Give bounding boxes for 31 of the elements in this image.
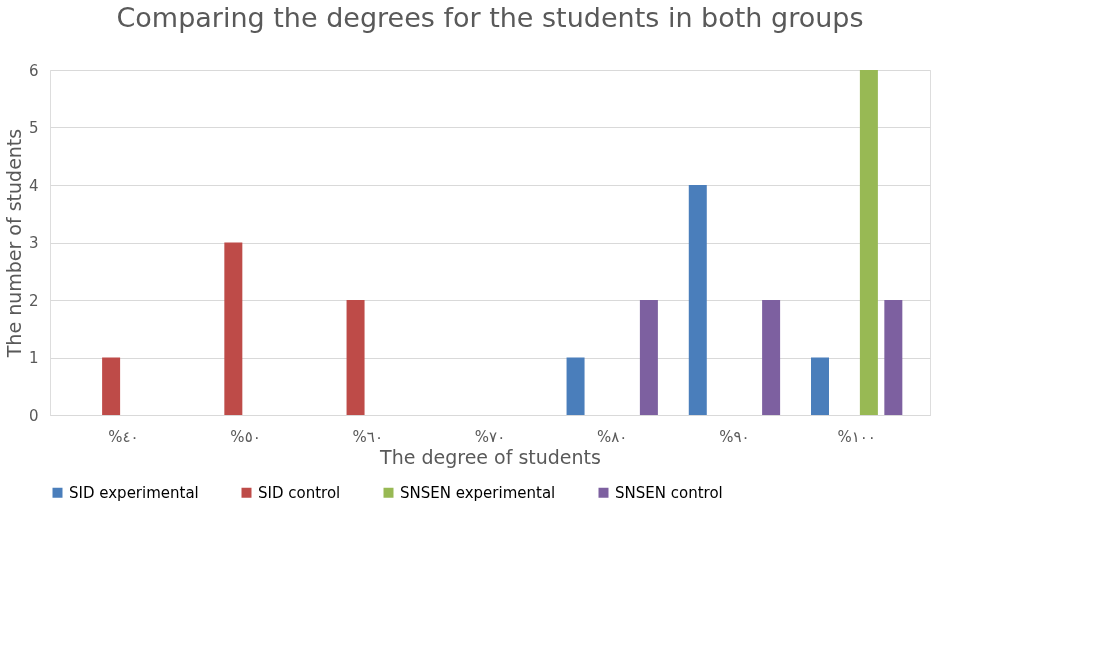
bar (884, 300, 903, 415)
bar (346, 300, 365, 415)
legend-label: SNSEN control (615, 483, 723, 502)
legend-label: SID control (258, 483, 341, 502)
legend-label: SID experimental (69, 483, 199, 502)
bar (811, 357, 829, 415)
bar (639, 300, 658, 415)
y-tick-label: 2 (28, 291, 39, 310)
legend-label: SNSEN experimental (400, 483, 556, 502)
x-tick-label: %٤٠ (108, 427, 139, 446)
y-tick-label: 4 (28, 176, 39, 195)
y-axis-title: The number of students (2, 128, 25, 359)
x-tick-label: %١٠٠ (837, 427, 876, 446)
x-tick-label: %٩٠ (719, 427, 750, 446)
y-tick-label: 1 (28, 349, 39, 367)
y-tick-label: 6 (28, 61, 39, 80)
bar (224, 242, 243, 415)
x-tick-label: %٧٠ (474, 427, 506, 446)
x-tick-label: %٦٠ (352, 427, 383, 446)
y-tick-label: 5 (28, 119, 39, 137)
y-tick-label: 0 (28, 406, 39, 425)
bar (566, 357, 585, 415)
bar (688, 185, 707, 415)
x-tick-label: %٥٠ (230, 427, 261, 446)
bar (859, 70, 878, 415)
y-tick-label: 3 (28, 234, 39, 252)
bar (762, 300, 781, 415)
x-tick-label: %٨٠ (597, 427, 628, 446)
chart-title: Comparing the degrees for the students in both groups (116, 2, 864, 33)
x-axis-title: The degree of students (379, 445, 601, 468)
bar (102, 357, 121, 415)
